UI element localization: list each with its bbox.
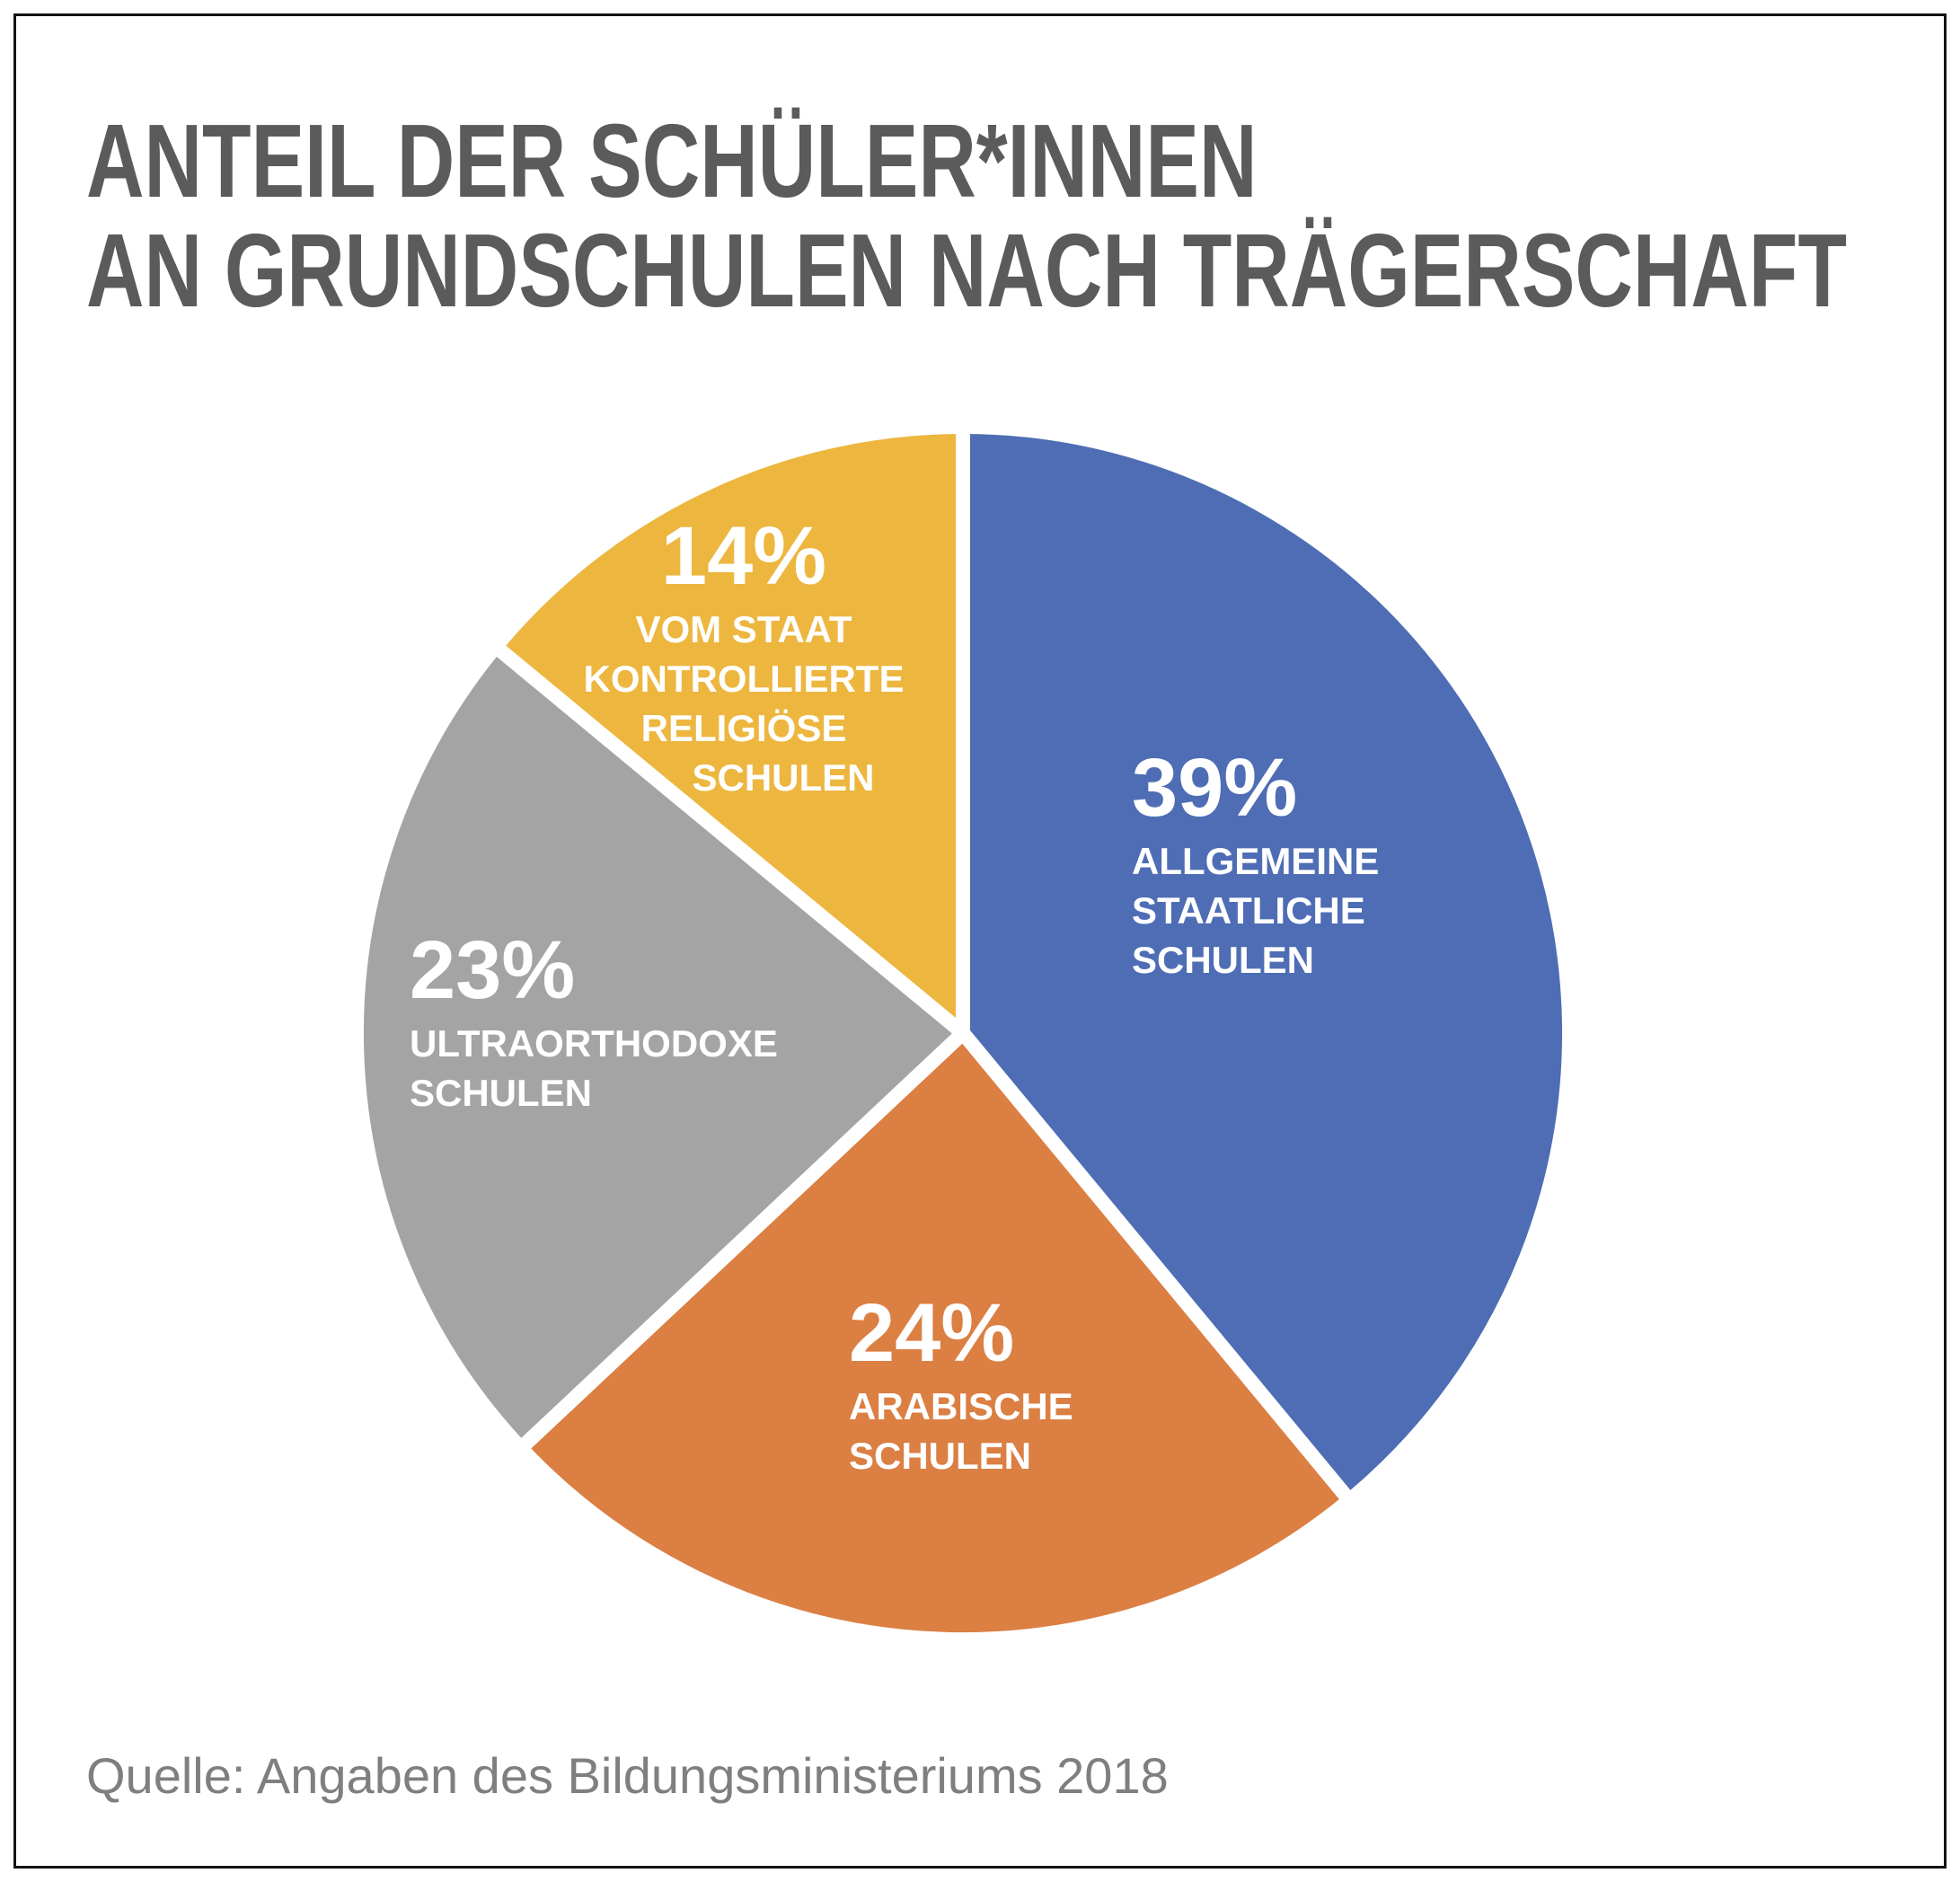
slice-label-line: SCHULEN <box>410 1072 593 1114</box>
pie-slice-ultraorthodoxe-schulen <box>349 639 970 1456</box>
slice-category: ULTRAORTHODOXE SCHULEN <box>410 1019 877 1118</box>
slice-category: ARABISCHE SCHULEN <box>849 1382 1280 1480</box>
slice-value: 24% <box>849 1287 1015 1379</box>
pie-slice-allgemeine-staatliche-schulen <box>956 420 1576 1508</box>
chart-title: ANTEIL DER SCHÜLER*INNEN AN GRUNDSCHULEN… <box>86 106 1960 325</box>
slice-label-line: ALLGEMEINE <box>1132 840 1380 882</box>
slice-label-line: RELIGIÖSE <box>640 707 847 749</box>
slice-category: VOM STAAT KONTROLLIERTE RELIGIÖSE SCHULE… <box>551 605 937 802</box>
slice-label-line: SCHULEN <box>1132 939 1315 981</box>
slice-label-allgemeine-staatliche-schulen: 39% ALLGEMEINE STAATLICHE SCHULEN <box>1132 747 1563 985</box>
slice-value: 23% <box>410 924 576 1016</box>
slice-label-line: SCHULEN <box>692 756 875 799</box>
slice-category: ALLGEMEINE STAATLICHE SCHULEN <box>1132 836 1563 985</box>
slice-label-line: ULTRAORTHODOXE <box>410 1022 778 1065</box>
slice-label-arabische-schulen: 24% ARABISCHE SCHULEN <box>849 1292 1280 1480</box>
title-line-1: ANTEIL DER SCHÜLER*INNEN <box>86 102 1258 219</box>
slice-value: 39% <box>1132 742 1298 834</box>
slice-label-vom-staat-kontrollierte-religioese-schulen: 14% VOM STAAT KONTROLLIERTE RELIGIÖSE SC… <box>551 515 937 802</box>
slice-label-line: STAATLICHE <box>1132 889 1365 932</box>
slice-label-line: SCHULEN <box>849 1435 1032 1477</box>
pie-slice-arabische-schulen <box>513 1026 1357 1648</box>
title-line-2: AN GRUNDSCHULEN NACH TRÄGERSCHAFT <box>86 212 1848 329</box>
slice-value: 14% <box>660 510 827 602</box>
slice-label-ultraorthodoxe-schulen: 23% ULTRAORTHODOXE SCHULEN <box>410 929 877 1118</box>
slice-label-line: KONTROLLIERTE <box>583 658 905 700</box>
slice-label-line: ARABISCHE <box>849 1385 1073 1427</box>
pie-slice-vom-staat-kontrollierte-religioese-schulen <box>488 420 970 1040</box>
source-caption: Quelle: Angaben des Bildungsministeriums… <box>86 1747 1169 1804</box>
slice-label-line: VOM STAAT <box>635 608 852 650</box>
